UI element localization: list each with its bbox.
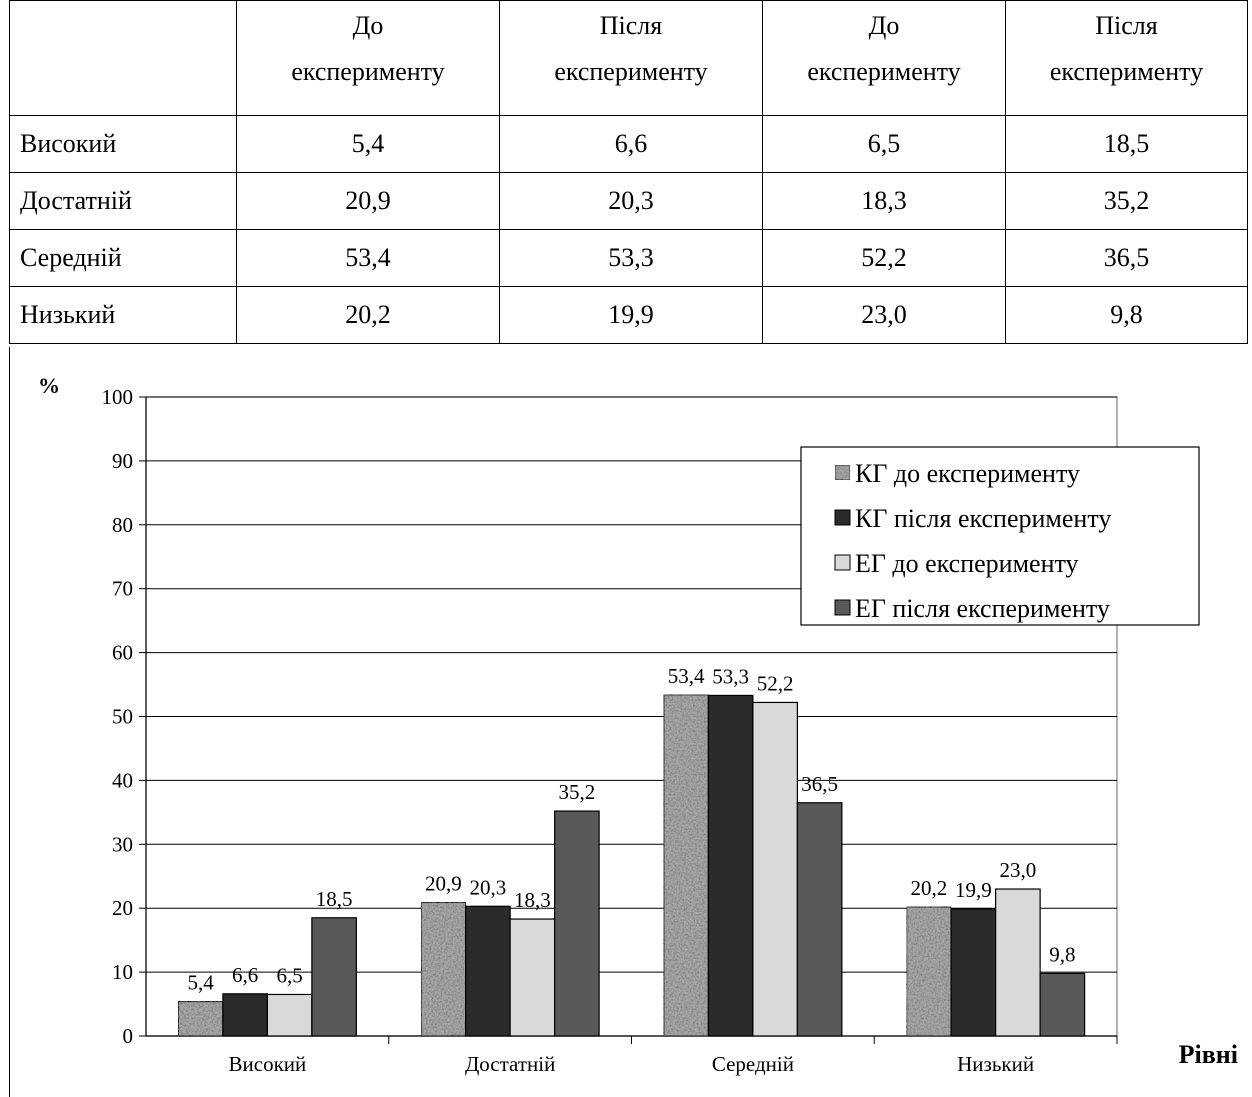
bar: [509, 918, 556, 1037]
bar: [420, 901, 467, 1037]
table-cell: 20,9: [236, 172, 500, 230]
row-label: Середній: [9, 229, 237, 287]
y-tick-label: 100: [102, 385, 134, 409]
y-tick-label: 0: [123, 1024, 134, 1048]
legend: [800, 446, 1200, 626]
table-row: Низький 20,2 19,9 23,0 9,8: [9, 286, 1248, 344]
table-row: Високий 5,4 6,6 6,5 18,5: [9, 115, 1248, 173]
row-label: Високий: [9, 115, 237, 173]
legend-swatch: [834, 509, 851, 526]
x-axis-title: Рівні: [1179, 1040, 1238, 1069]
table-header-cell: Після експерименту: [499, 0, 763, 116]
y-tick-label: 10: [112, 960, 133, 984]
data-label: 20,3: [470, 875, 507, 899]
table-cell: 23,0: [762, 286, 1006, 344]
y-tick-label: 50: [112, 705, 133, 729]
bar: [663, 694, 709, 1037]
y-tick-label: 30: [112, 832, 133, 856]
bar-chart: 0 10 20 30 40 50 60 70 80 90 100 5,4 6,6 6,5 18,5 Висок…: [38, 373, 1238, 1076]
row-label: Низький: [9, 286, 237, 344]
bar: [906, 906, 952, 1037]
bar: [1039, 972, 1086, 1037]
bar: [177, 1000, 224, 1037]
table-cell: 6,6: [499, 115, 763, 173]
data-label: 53,3: [712, 664, 749, 688]
data-label: 36,5: [801, 772, 838, 796]
data-label: 18,5: [316, 887, 353, 911]
table-cell: 19,9: [499, 286, 763, 344]
table-cell: 35,2: [1005, 172, 1248, 230]
x-tick-label: Достатній: [465, 1052, 555, 1076]
legend-swatch: [834, 464, 851, 481]
table-row: Достатній 20,9 20,3 18,3 35,2: [9, 172, 1248, 230]
table-cell: 5,4: [236, 115, 500, 173]
x-tick-label: Середній: [712, 1052, 794, 1076]
bar: [266, 993, 313, 1037]
data-label: 20,9: [425, 871, 462, 895]
data-label: 6,6: [232, 963, 258, 987]
table-row: Середній 53,4 53,3 52,2 36,5: [9, 229, 1248, 287]
x-tick-label: Високий: [229, 1052, 307, 1076]
table-cell: 53,3: [499, 229, 763, 287]
legend-item: КГ до експерименту: [855, 459, 1080, 488]
bar: [311, 917, 357, 1037]
data-label: 35,2: [559, 780, 596, 804]
table-header-cell: До експерименту: [762, 0, 1006, 116]
legend-item: ЕГ після експерименту: [855, 594, 1110, 623]
table-cell: 9,8: [1005, 286, 1248, 344]
legend-swatch: [834, 554, 851, 571]
data-label: 53,4: [668, 664, 705, 688]
x-tick-label: Низький: [957, 1052, 1034, 1076]
bar: [707, 694, 754, 1037]
legend-item: КГ після експерименту: [855, 504, 1111, 533]
bar: [465, 905, 511, 1037]
y-tick-label: 70: [112, 577, 133, 601]
data-label: 52,2: [757, 671, 794, 695]
row-label: Достатній: [9, 172, 237, 230]
table-cell: 18,3: [762, 172, 1006, 230]
data-label: 5,4: [188, 970, 215, 994]
bar: [554, 810, 600, 1037]
bar: [950, 908, 997, 1037]
data-label: 19,9: [955, 878, 992, 902]
table-corner-cell: [9, 0, 237, 116]
y-tick-label: 90: [112, 449, 133, 473]
chart-frame: 0 10 20 30 40 50 60 70 80 90 100 5,4 6,6 6,5 18,5 Висок…: [9, 347, 1252, 1097]
data-label: 6,5: [277, 963, 303, 987]
table-cell: 53,4: [236, 229, 500, 287]
legend-swatch: [834, 599, 851, 616]
data-label: 20,2: [911, 876, 948, 900]
table-cell: 52,2: [762, 229, 1006, 287]
data-label: 23,0: [1000, 858, 1037, 882]
data-label: 9,8: [1049, 942, 1075, 966]
table-cell: 20,3: [499, 172, 763, 230]
y-tick-label: 40: [112, 768, 133, 792]
table-cell: 18,5: [1005, 115, 1248, 173]
y-tick-label: 20: [112, 896, 133, 920]
table-header-cell: До експерименту: [236, 0, 500, 116]
bar: [995, 888, 1041, 1037]
bar: [796, 802, 843, 1037]
bar: [752, 701, 798, 1037]
table-cell: 6,5: [762, 115, 1006, 173]
legend-item: ЕГ до експерименту: [855, 549, 1079, 578]
table-header-row: До експерименту Після експерименту До експе…: [9, 0, 1248, 116]
table-header-cell: Після експерименту: [1005, 0, 1248, 116]
data-label: 18,3: [514, 888, 551, 912]
data-table: До експерименту Після експерименту До експе…: [9, 0, 1248, 344]
table-cell: 36,5: [1005, 229, 1248, 287]
y-tick-label: 80: [112, 513, 133, 537]
y-tick-label: 60: [112, 641, 133, 665]
table-cell: 20,2: [236, 286, 500, 344]
bar: [222, 993, 268, 1037]
y-axis-title: %: [38, 373, 60, 398]
